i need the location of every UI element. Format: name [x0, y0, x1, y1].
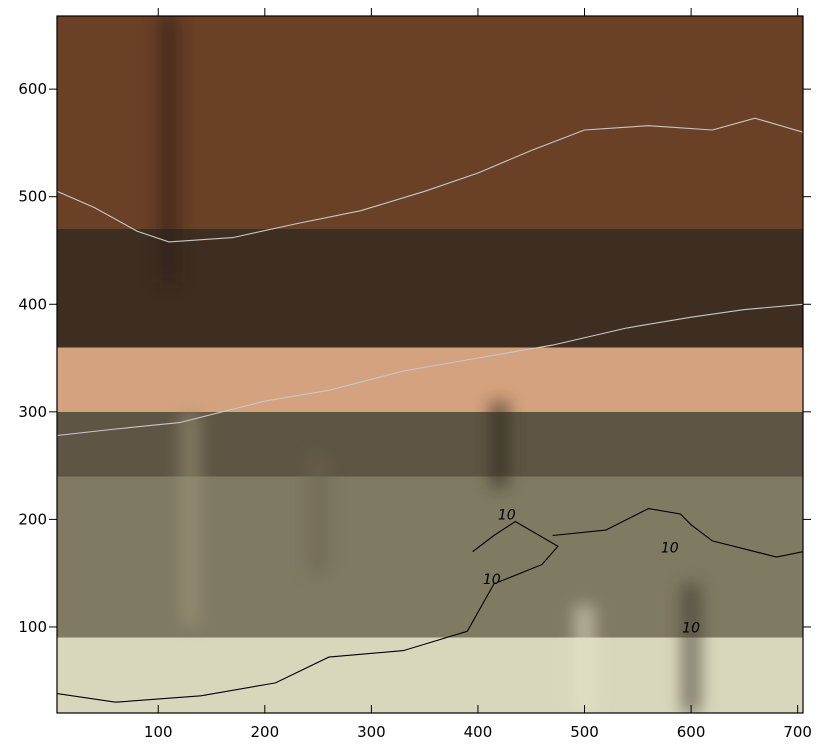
x-tick-label: 700 [783, 723, 812, 741]
plot-area: 10 10 10 10 [57, 16, 803, 713]
y-tick-label: 400 [18, 295, 47, 313]
x-tick-label: 600 [677, 723, 706, 741]
contour-label: 10 [682, 620, 700, 636]
y-tick-label: 600 [18, 80, 47, 98]
texture-streak [180, 411, 201, 627]
texture-streak [158, 16, 179, 283]
y-tick-label: 100 [18, 618, 47, 636]
y-tick-label: 300 [18, 403, 47, 421]
y-tick-label: 200 [18, 510, 47, 528]
x-tick-label: 300 [357, 723, 386, 741]
texture-streak [308, 454, 329, 574]
contour-line [57, 303, 803, 437]
x-tick-label: 500 [570, 723, 599, 741]
texture-streak [489, 401, 510, 488]
contour-label: 10 [498, 507, 516, 523]
plot-frame [56, 15, 804, 714]
texture-streak [574, 605, 595, 713]
x-tick-label: 400 [464, 723, 493, 741]
contour-line [57, 117, 803, 243]
texture-streak [681, 583, 702, 713]
x-tick-label: 100 [144, 723, 173, 741]
y-tick-label: 500 [18, 188, 47, 206]
heatmap-texture [158, 16, 702, 713]
contour-line [552, 508, 803, 558]
contour-label: 10 [483, 572, 501, 588]
contour-lines: 10 10 10 10 [57, 117, 803, 703]
axes: 100 200 300 400 500 600 700 100 200 300 400 500 600 [18, 8, 812, 741]
contour-label: 10 [661, 541, 679, 557]
contour-line [57, 520, 559, 703]
x-tick-label: 200 [250, 723, 279, 741]
